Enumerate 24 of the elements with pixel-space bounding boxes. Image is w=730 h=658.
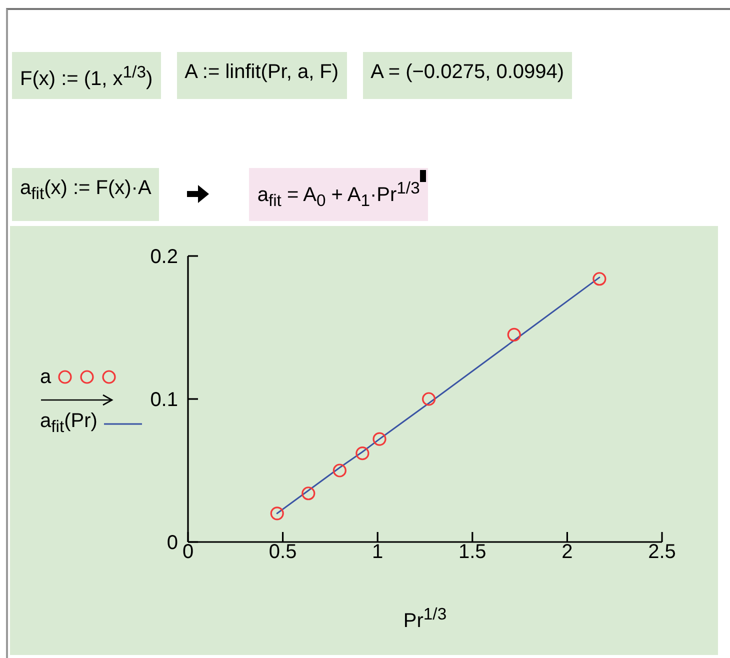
text: A := linfit(Pr, a, F) [184, 61, 339, 83]
x-tick-label: 1 [372, 541, 384, 564]
text: F(x) := (1, x$^{1/3}$) [20, 62, 153, 90]
legend-label: a$_{fit}$(Pr) [40, 410, 98, 438]
x-tick-label: 0 [182, 541, 194, 564]
x-tick-label: 1.5 [458, 541, 486, 564]
point [302, 486, 316, 500]
y-tick-label: 0.1 [150, 389, 178, 412]
point [592, 272, 606, 286]
point [507, 328, 521, 342]
x-tick-label: 0.5 [268, 541, 297, 564]
text: a$_{fit}$(x) := F(x)·A [20, 177, 152, 203]
text: A = (−0.0275, 0.0994) [370, 61, 564, 83]
point [422, 392, 436, 406]
text: a$_{fit}$ = A$_{0}$ + A$_{1}$·Pr$^{1/3}$ [257, 178, 420, 210]
legend-label: a [40, 366, 52, 388]
x-tick-label: 2.5 [648, 541, 676, 564]
point [270, 506, 284, 520]
point [332, 464, 346, 478]
y-tick-label: 0.2 [150, 246, 178, 268]
x-tick-label: 2 [562, 541, 573, 564]
point [356, 446, 370, 460]
x-axis-title: Pr$^{1/3}$ [403, 604, 447, 632]
point [372, 432, 386, 446]
